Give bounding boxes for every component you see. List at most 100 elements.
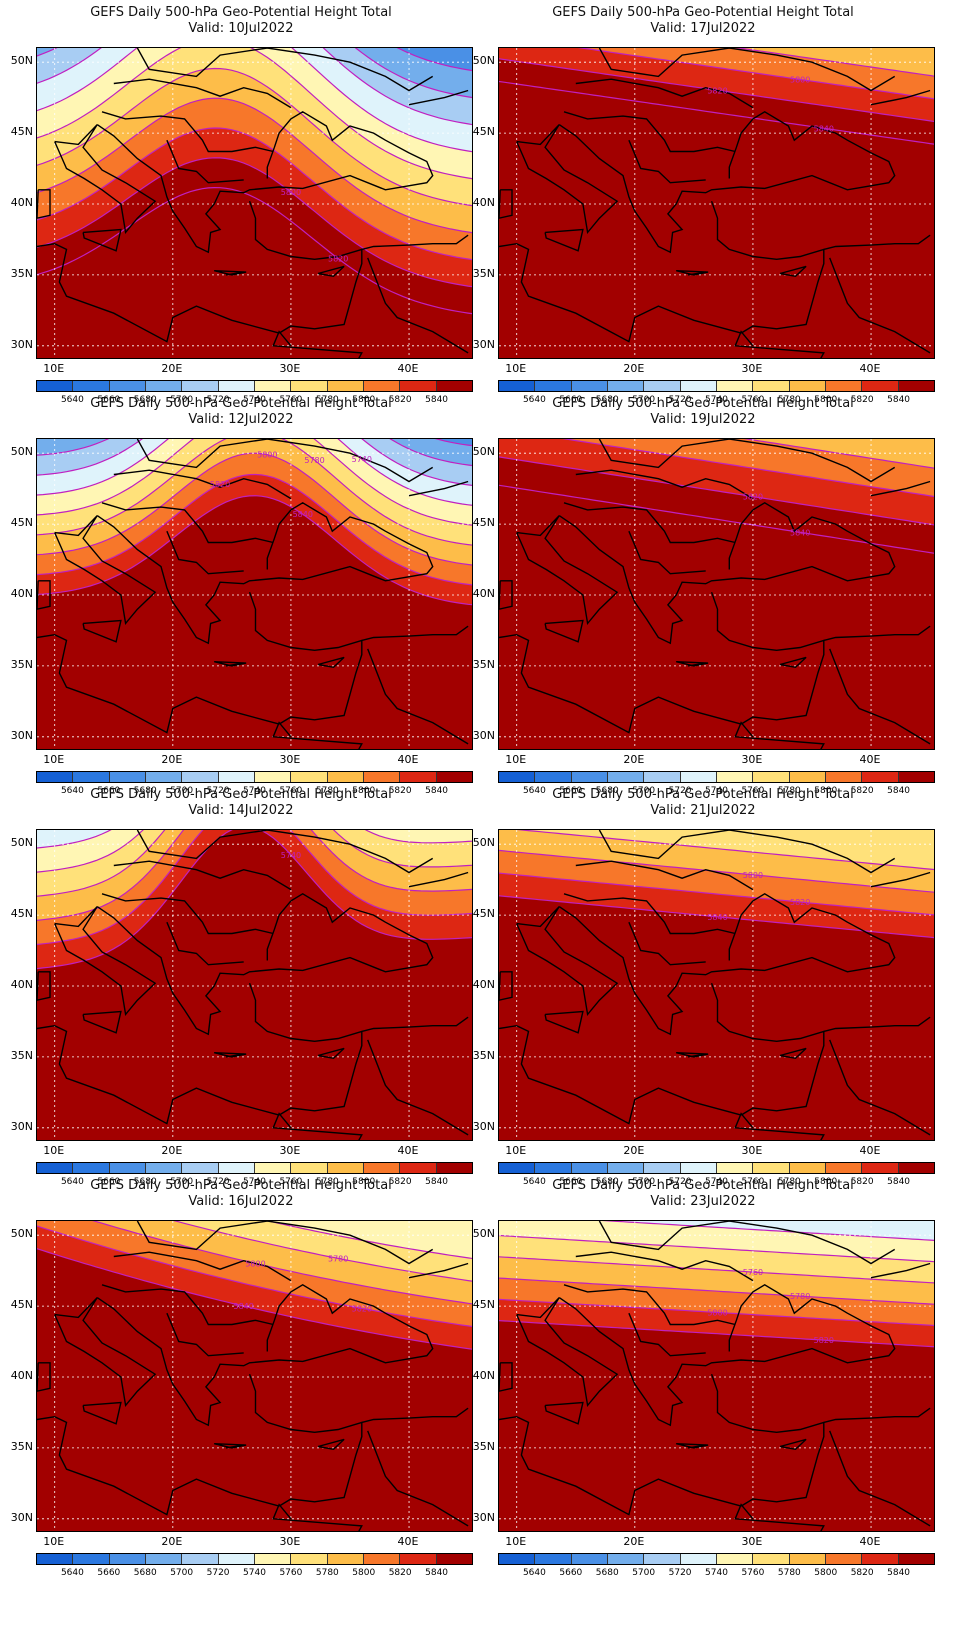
- lat-tick-label: 50N: [10, 1227, 33, 1241]
- field-band: [499, 1299, 934, 1347]
- coastline: [37, 971, 51, 1001]
- colorbar-label: 5680: [133, 1177, 157, 1187]
- coastline: [779, 265, 807, 278]
- colorbar: [498, 1162, 935, 1174]
- panel-valid-date: Valid: 14Jul2022: [188, 803, 294, 818]
- contour-line: [37, 439, 472, 467]
- colorbar-label: 5800: [814, 1568, 838, 1578]
- colorbar-label: 5700: [632, 1568, 656, 1578]
- panel-title: GEFS Daily 500-hPa Geo-Potential Height …: [552, 5, 854, 20]
- colorbar-segment: [327, 772, 364, 782]
- field-band: [268, 1221, 472, 1259]
- colorbar-segment: [789, 1554, 826, 1564]
- colorbar-label: 5740: [705, 786, 728, 796]
- coastline: [598, 48, 896, 92]
- coastline: [516, 906, 619, 1017]
- coastline: [499, 242, 742, 343]
- lon-tick-label: 30E: [741, 1144, 763, 1157]
- coastline: [136, 439, 434, 483]
- coastline: [37, 189, 51, 219]
- contour-line: [37, 97, 472, 234]
- colorbar: [36, 1162, 473, 1174]
- colorbar-label: 5780: [315, 786, 339, 796]
- coastline: [101, 893, 274, 935]
- lon-tick-label: 40E: [859, 1144, 881, 1157]
- coastline: [499, 1024, 742, 1125]
- coastline: [408, 871, 469, 888]
- coastline: [361, 234, 469, 251]
- colorbar-segment: [254, 1163, 292, 1173]
- coastline: [101, 1284, 274, 1326]
- colorbar-label: 5840: [425, 1568, 449, 1578]
- coastline: [779, 656, 807, 669]
- coastline: [113, 469, 292, 500]
- coastline: [136, 830, 434, 874]
- colorbar-segment: [571, 1163, 608, 1173]
- colorbar-segment: [436, 1163, 472, 1173]
- colorbar-label: 5700: [170, 395, 194, 405]
- lon-tick-label: 40E: [859, 753, 881, 766]
- field-band: [37, 439, 472, 506]
- colorbar-segment: [716, 1554, 754, 1564]
- lat-tick-label: 30N: [472, 728, 495, 742]
- coastline: [829, 257, 931, 354]
- colorbar-label: 5760: [741, 1568, 765, 1578]
- colorbar-label: 5640: [60, 1568, 84, 1578]
- colorbar-label: 5720: [206, 395, 230, 405]
- map-area: 5740: [36, 829, 473, 1141]
- map-area: 5740 5780 5800 5820 5840: [36, 438, 473, 750]
- colorbar-segment: [254, 1554, 292, 1564]
- contour-line: [735, 48, 934, 77]
- field-band: [499, 48, 934, 122]
- colorbar-label: 5820: [388, 786, 412, 796]
- lon-tick-label: 10E: [43, 753, 65, 766]
- coastline: [272, 1112, 363, 1140]
- lat-tick-label: 40N: [10, 1369, 33, 1382]
- colorbar-segment: [680, 381, 717, 391]
- field-band: [37, 439, 472, 546]
- colorbar-segment: [753, 1554, 790, 1564]
- colorbar-segment: [73, 1163, 110, 1173]
- coastline: [367, 257, 469, 354]
- contour-line: [265, 1221, 472, 1260]
- colorbar-label: 5700: [632, 786, 656, 796]
- colorbar-segment: [218, 1554, 255, 1564]
- coastline: [563, 893, 736, 935]
- lat-tick-label: 40N: [472, 1369, 495, 1382]
- colorbar-label: 5780: [777, 395, 801, 405]
- lat-tick-label: 40N: [10, 978, 33, 991]
- coastline: [870, 480, 931, 497]
- colorbar-segment: [789, 381, 826, 391]
- coastline: [82, 1401, 122, 1425]
- colorbar-segment: [644, 772, 681, 782]
- colorbar-segment: [109, 1554, 146, 1564]
- panel-valid-date: Valid: 21Jul2022: [650, 803, 756, 818]
- colorbar-label: 5740: [705, 395, 728, 405]
- coastline: [870, 1262, 931, 1279]
- lon-tick-label: 20E: [623, 1144, 645, 1157]
- colorbar-segment: [862, 381, 899, 391]
- coastline: [544, 1401, 584, 1425]
- lat-tick-label: 40N: [472, 196, 495, 209]
- map-panel: GEFS Daily 500-hPa Geo-Potential Height …: [0, 391, 482, 801]
- field-band: [37, 830, 472, 969]
- coastline: [37, 1362, 51, 1392]
- colorbar-label: 5800: [814, 786, 838, 796]
- lon-tick-label: 20E: [623, 362, 645, 375]
- colorbar-segment: [73, 1554, 110, 1564]
- colorbar-label: 5720: [668, 1177, 692, 1187]
- coastline: [558, 892, 896, 1036]
- panel-title: GEFS Daily 500-hPa Geo-Potential Height …: [552, 1178, 854, 1193]
- lat-tick-label: 45N: [472, 1298, 495, 1312]
- coastline: [248, 591, 363, 725]
- lon-tick-label: 40E: [397, 753, 419, 766]
- contour-label: 5840: [293, 510, 313, 519]
- coastline: [575, 1251, 754, 1282]
- lat-tick-label: 45N: [10, 1298, 33, 1312]
- coastline: [779, 1438, 807, 1451]
- coastline: [37, 1415, 280, 1516]
- lon-tick-label: 10E: [43, 1535, 65, 1548]
- coastline: [499, 580, 513, 610]
- coastline: [317, 1438, 345, 1451]
- lat-tick-label: 50N: [10, 836, 33, 850]
